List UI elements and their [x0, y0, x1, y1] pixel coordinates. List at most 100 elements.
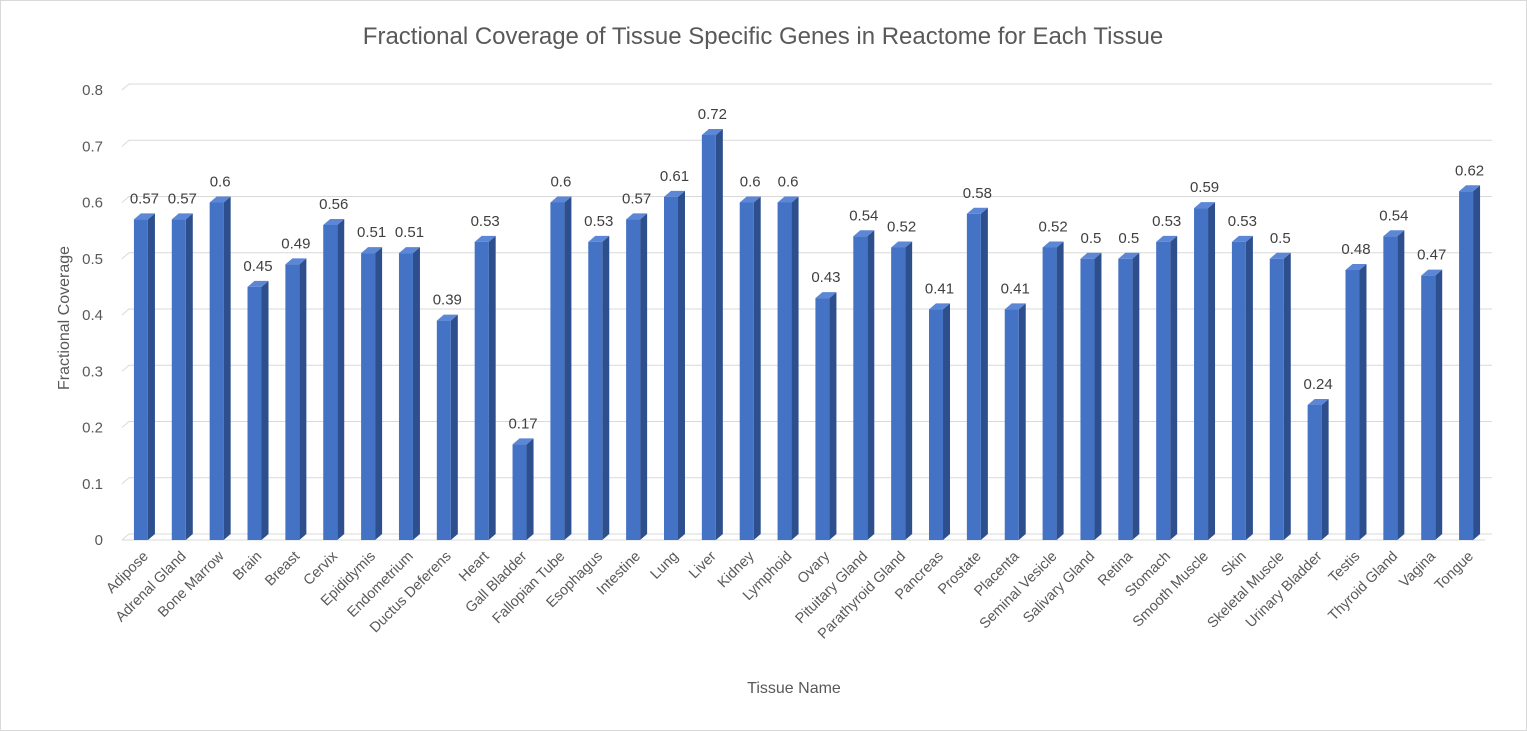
y-tick-label: 0.3	[82, 363, 103, 380]
bar-front	[853, 236, 868, 540]
bar	[323, 219, 345, 540]
bar-top	[398, 247, 420, 254]
y-tick-label: 0.8	[82, 82, 103, 99]
bar-side	[1056, 241, 1064, 540]
bar-side	[1283, 252, 1291, 540]
bar-front	[739, 202, 754, 540]
bar	[171, 213, 193, 540]
bar-side	[677, 190, 685, 540]
bar-top	[1118, 252, 1140, 259]
bar-side	[1321, 399, 1329, 540]
bars	[133, 129, 1481, 540]
bar	[1080, 252, 1102, 540]
bar-side	[1359, 264, 1367, 540]
gridline	[121, 308, 1492, 316]
bar-top	[1269, 252, 1291, 259]
bar-side	[223, 196, 231, 540]
bar-top	[701, 129, 723, 135]
bar-top	[550, 196, 572, 203]
bar-side	[1473, 185, 1481, 540]
y-tick-label: 0.6	[82, 195, 103, 212]
bar-side	[261, 280, 269, 540]
bar	[1042, 241, 1064, 540]
bar-top	[891, 241, 913, 248]
data-label: 0.54	[849, 207, 878, 224]
bar-top	[1307, 399, 1329, 405]
x-category-label: Lung	[648, 549, 682, 583]
x-category-label: Tongue	[1432, 549, 1477, 594]
bar-front	[891, 247, 906, 540]
data-label: 0.41	[1001, 280, 1030, 297]
bar-side	[905, 241, 913, 540]
bar-top	[436, 314, 458, 321]
bar-front	[512, 444, 527, 540]
bar-side	[564, 196, 572, 540]
x-category-label: Skin	[1218, 549, 1249, 580]
gridline	[121, 421, 1492, 428]
gridline	[121, 196, 1492, 203]
data-label: 0.17	[508, 415, 537, 432]
data-label: 0.72	[698, 106, 727, 123]
bar-front	[1459, 191, 1474, 540]
x-category-label: Liver	[686, 548, 720, 582]
data-label: 0.5	[1081, 230, 1102, 247]
bar	[701, 129, 723, 540]
bar-front	[1118, 258, 1133, 540]
data-label: 0.61	[660, 168, 689, 185]
data-label: 0.58	[963, 185, 992, 202]
bar	[1307, 399, 1329, 540]
bar	[247, 280, 269, 540]
bar-side	[829, 292, 837, 540]
bar-top	[1383, 230, 1405, 237]
bar-front	[436, 320, 451, 540]
y-tick-label: 0.5	[82, 251, 103, 268]
bar-front	[1307, 405, 1322, 540]
data-label: 0.52	[1038, 219, 1067, 236]
y-tick-label: 0	[95, 532, 103, 549]
gridline	[121, 533, 1492, 541]
gridline	[121, 139, 1492, 147]
bar-front	[361, 253, 376, 540]
bar-top	[171, 213, 193, 220]
bar-side	[867, 230, 875, 540]
data-label: 0.59	[1190, 179, 1219, 196]
bar	[966, 207, 988, 540]
gridline	[121, 364, 1492, 372]
bar-top	[323, 219, 345, 225]
bar-top	[209, 196, 231, 203]
data-label: 0.53	[471, 213, 500, 230]
bar-front	[815, 298, 830, 540]
bar-top	[512, 438, 534, 445]
bar-front	[171, 219, 186, 540]
data-label: 0.53	[1228, 213, 1257, 230]
data-label: 0.57	[622, 190, 651, 207]
bar-front	[966, 213, 981, 540]
bar-front	[209, 202, 224, 540]
bar	[1269, 252, 1291, 540]
data-label: 0.56	[319, 196, 348, 213]
data-label: 0.43	[811, 269, 840, 286]
bar-top	[285, 258, 307, 265]
bar	[133, 213, 155, 540]
data-label: 0.6	[778, 174, 799, 191]
y-axis-ticks: 0 0.1 0.2 0.3 0.4 0.5 0.6 0.7 0.8	[82, 82, 103, 549]
bar-top	[929, 303, 951, 310]
bar-top	[626, 213, 648, 220]
data-label: 0.53	[1152, 213, 1181, 230]
bar-top	[777, 196, 799, 203]
bar-side	[412, 247, 420, 540]
bar-front	[285, 264, 300, 540]
bar-front	[1345, 270, 1360, 540]
bar-top	[853, 230, 875, 237]
bar	[1459, 185, 1481, 540]
bar-top	[1459, 185, 1481, 192]
bar	[550, 196, 572, 540]
data-label: 0.51	[357, 224, 386, 241]
data-label: 0.49	[281, 235, 310, 252]
bar-front	[133, 219, 148, 540]
bar-side	[943, 303, 951, 540]
bar-front	[1194, 208, 1209, 540]
bar	[815, 292, 837, 540]
data-labels: 0.57 0.57 0.6 0.45 0.49 0.56 0.51 0.51 0.39 0.53 0…	[130, 106, 1484, 432]
